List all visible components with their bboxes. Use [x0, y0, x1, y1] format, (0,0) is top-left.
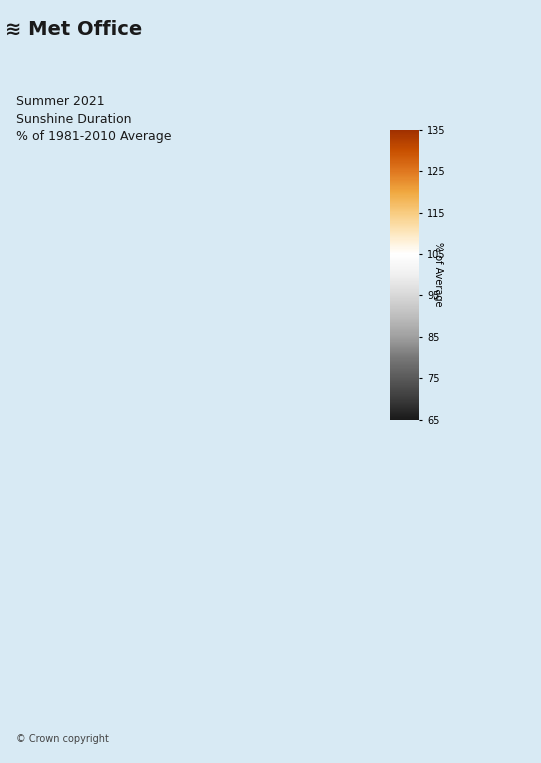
Text: % of 1981-2010 Average: % of 1981-2010 Average	[16, 130, 171, 143]
Text: Sunshine Duration: Sunshine Duration	[16, 113, 131, 126]
Text: © Crown copyright: © Crown copyright	[16, 734, 109, 744]
Text: % of Average: % of Average	[433, 243, 443, 307]
Text: Summer 2021: Summer 2021	[16, 95, 105, 108]
Text: ≋ Met Office: ≋ Met Office	[5, 21, 143, 39]
